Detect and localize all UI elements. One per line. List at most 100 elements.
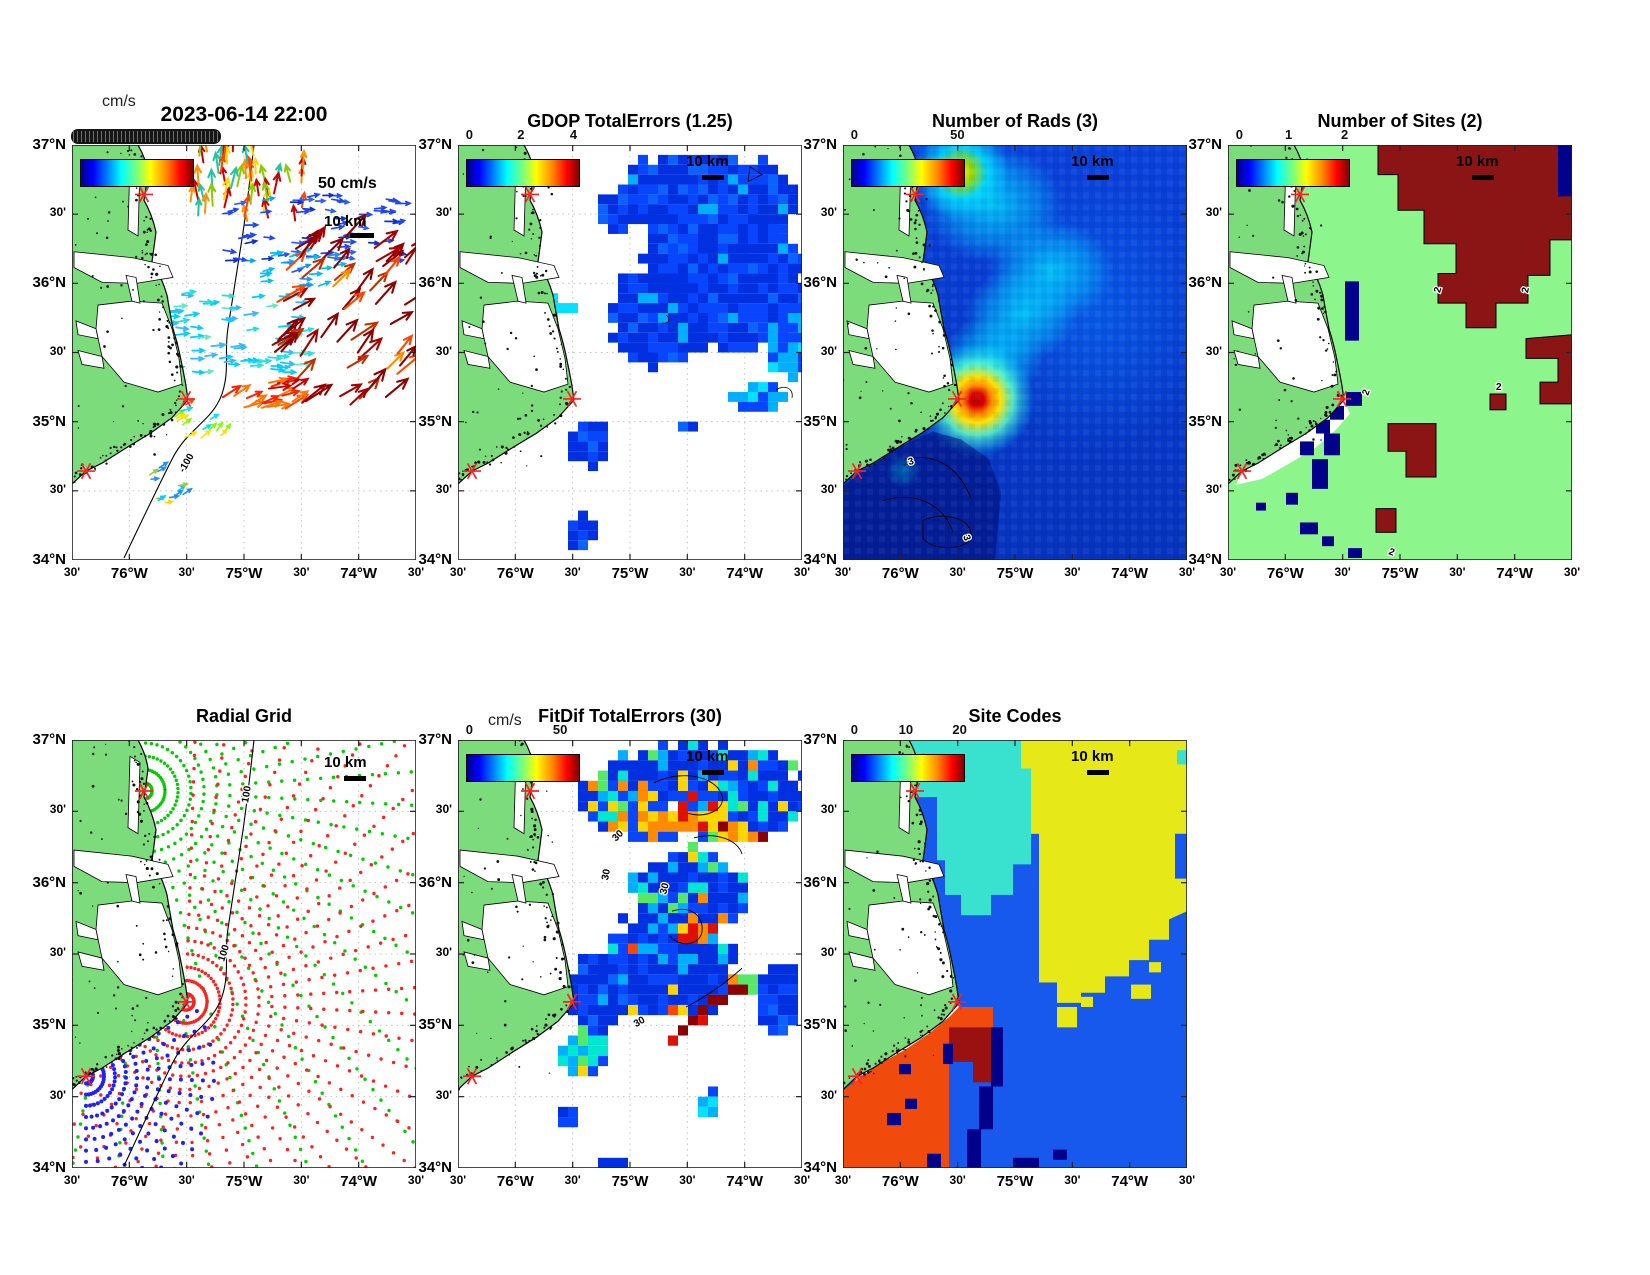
y-tick-label: 30' <box>1205 205 1222 220</box>
panel-number-of-rads: Number of Rads (3) 3 3 37°N 30' 36°N 30' 35°N 3… <box>803 111 1195 582</box>
contour-label: 30 <box>600 868 613 881</box>
x-tick-label: 30' <box>679 1173 696 1187</box>
y-tick-label: 35°N <box>32 412 66 430</box>
x-tick-label: 30' <box>293 1173 310 1187</box>
colorbar <box>466 754 580 782</box>
map-number-of-rads: 3 3 37°N 30' 36°N 30' 35°N 30' 34°N 30' 76°W 30' 75°… <box>803 127 1195 582</box>
x-tick-label: 76°W <box>881 1173 919 1190</box>
radar-site-marker <box>463 1067 481 1085</box>
x-tick-label: 30' <box>1219 565 1237 579</box>
radar-site-marker <box>463 462 481 480</box>
colorbar <box>1236 159 1350 187</box>
x-tick-label: 76°W <box>110 565 148 582</box>
x-tick-label: 74°W <box>726 1173 764 1190</box>
scale-bar <box>1472 175 1494 180</box>
colorbar-tick-label: 50 <box>950 127 965 142</box>
map-svg-currents: -100 <box>72 145 416 560</box>
map-number-of-sites: 2 2 2 2 2 37°N 30' 36°N 30' 35°N 30' 34°N 30' 76°W 30'… <box>1188 127 1580 582</box>
land-coastline <box>1228 145 1345 485</box>
x-tick-label: 30' <box>1064 565 1081 579</box>
y-tick-label: 30' <box>820 945 837 959</box>
y-tick-label: 34°N <box>32 1159 66 1176</box>
panel-site-codes: Site Codes 37°N 30' 36°N 30' 35°N 30' 34°N 30' 7… <box>803 706 1195 1190</box>
y-tick-label: 30' <box>435 205 452 220</box>
x-tick-label: 74°W <box>340 1173 378 1190</box>
scale-bar-label: 10 km <box>1071 153 1114 170</box>
map-svg-gdop <box>458 145 802 560</box>
y-tick-label: 30' <box>435 945 452 959</box>
contour-label: 100 <box>216 943 232 963</box>
map-svg-rads: 33 <box>843 145 1187 560</box>
colorbar-tick-label: 0 <box>850 722 858 737</box>
scale-bar <box>350 233 374 238</box>
y-tick-label: 36°N <box>1188 274 1222 292</box>
x-tick-label: 76°W <box>881 565 919 582</box>
scale-bar-label: 10 km <box>1456 153 1499 170</box>
colorbar-tick-label: 0 <box>465 722 473 737</box>
map-gdop-errors: 37°N 30' 36°N 30' 35°N 30' 34°N 30' 76°W 30' 75°W 3… <box>418 127 810 582</box>
x-tick-label: 30' <box>949 565 966 579</box>
contour-label: 3 <box>907 456 916 468</box>
scale-bar-label: 10 km <box>686 748 729 765</box>
y-tick-label: 34°N <box>803 1159 837 1176</box>
y-tick-label: 35°N <box>418 412 452 430</box>
map-svg-sites: 2 2 2 2 2 <box>1228 145 1572 560</box>
y-tick-label: 37°N <box>32 136 66 153</box>
y-tick-label: 30' <box>820 1087 837 1102</box>
y-tick-label: 30' <box>49 1087 66 1102</box>
land-coastline <box>72 740 189 1091</box>
panel-title: Site Codes <box>968 706 1062 726</box>
radar-site-marker <box>563 993 581 1011</box>
x-tick-label: 30' <box>178 1173 195 1187</box>
panel-number-of-sites: Number of Sites (2) 2 2 2 2 2 37°N 30' 36°N 30' 3… <box>1188 111 1580 582</box>
y-tick-label: 37°N <box>1188 136 1222 153</box>
x-tick-label: 30' <box>449 1173 467 1187</box>
panel-title: Number of Rads (3) <box>931 111 1099 131</box>
x-tick-label: 30' <box>834 565 852 579</box>
y-tick-label: 34°N <box>1188 551 1222 568</box>
colorbar <box>851 159 965 187</box>
x-tick-label: 75°W <box>225 565 263 582</box>
y-tick-label: 35°N <box>803 1016 837 1034</box>
y-tick-label: 30' <box>820 481 837 496</box>
y-tick-label: 30' <box>49 802 66 817</box>
y-tick-label: 30' <box>1205 481 1222 496</box>
x-tick-label: 75°W <box>996 1173 1034 1190</box>
y-tick-label: 30' <box>435 481 452 496</box>
y-tick-label: 30' <box>49 945 66 959</box>
x-tick-label: 30' <box>63 1173 81 1187</box>
x-tick-label: 30' <box>1178 565 1196 579</box>
reference-vector-label: 50 cm/s <box>318 175 377 192</box>
map-fitdif-errors: 30 30 30 30 37°N 30' 36°N 30' 35°N 30' 34°N 30' 76°W… <box>418 722 810 1190</box>
y-tick-label: 30' <box>820 802 837 817</box>
radial-grid-dots <box>72 740 416 1168</box>
map-radial-grid: 100 100 37°N 30' 36°N 30' 35°N 30' 34°N 30' 76°W 30… <box>32 731 424 1190</box>
x-tick-label: 30' <box>293 565 310 579</box>
colorbar-tick-label: 10 <box>898 722 914 737</box>
contour-label: 2 <box>1520 286 1532 294</box>
contour-label: -100 <box>177 452 197 475</box>
map-svg-site-codes <box>843 740 1187 1168</box>
contour-label: 2 <box>1360 388 1372 397</box>
y-tick-label: 36°N <box>418 274 452 292</box>
radar-site-marker <box>848 1067 866 1085</box>
y-tick-label: 35°N <box>418 1016 452 1034</box>
x-tick-label: 76°W <box>110 1173 148 1190</box>
colorbar <box>466 159 580 187</box>
y-tick-label: 37°N <box>803 136 837 153</box>
radar-site-marker <box>848 462 866 480</box>
y-tick-label: 34°N <box>418 551 452 568</box>
panel-title: 2023-06-14 22:00 <box>160 103 328 126</box>
scale-bar <box>702 175 724 180</box>
panel-title: Number of Sites (2) <box>1317 111 1483 131</box>
colorbar-tick-label: 2 <box>1341 127 1349 142</box>
colorbar-tick-label: 1 <box>1285 127 1293 142</box>
colorbar-units-label: cm/s <box>102 93 136 110</box>
x-tick-label: 30' <box>793 565 811 579</box>
y-tick-label: 34°N <box>803 551 837 568</box>
x-tick-label: 75°W <box>1381 565 1419 582</box>
y-tick-label: 30' <box>435 1087 452 1102</box>
x-tick-label: 75°W <box>611 565 649 582</box>
